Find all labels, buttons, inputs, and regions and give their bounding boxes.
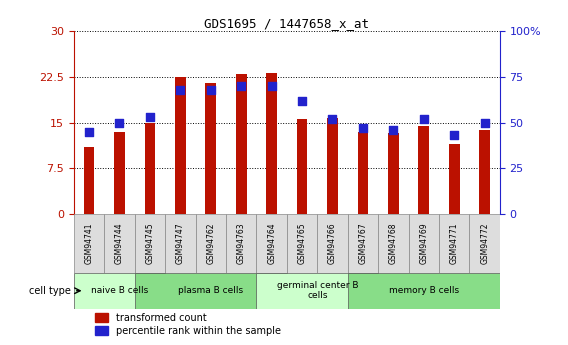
Bar bbox=[74, 214, 105, 273]
Bar bbox=[74, 273, 165, 309]
Text: GSM94772: GSM94772 bbox=[480, 223, 489, 264]
Text: percentile rank within the sample: percentile rank within the sample bbox=[116, 326, 281, 336]
Text: GSM94771: GSM94771 bbox=[450, 223, 459, 264]
Bar bbox=[135, 214, 165, 273]
Bar bbox=[348, 214, 378, 273]
Bar bbox=[408, 214, 439, 273]
Text: GSM94766: GSM94766 bbox=[328, 223, 337, 264]
Point bbox=[419, 116, 428, 122]
Bar bbox=[358, 132, 368, 214]
Text: GSM94747: GSM94747 bbox=[176, 223, 185, 264]
Point bbox=[237, 83, 246, 89]
Bar bbox=[449, 144, 460, 214]
Bar bbox=[266, 72, 277, 214]
Bar bbox=[296, 119, 307, 214]
Bar bbox=[378, 214, 408, 273]
Bar bbox=[114, 132, 125, 214]
Point bbox=[115, 120, 124, 125]
Point bbox=[206, 87, 215, 92]
Bar bbox=[327, 118, 338, 214]
Point bbox=[450, 132, 459, 138]
Text: germinal center B
cells: germinal center B cells bbox=[277, 281, 358, 300]
Bar bbox=[256, 273, 378, 309]
Bar bbox=[388, 134, 399, 214]
Bar bbox=[145, 122, 155, 214]
Text: GSM94764: GSM94764 bbox=[267, 223, 276, 264]
Bar bbox=[439, 214, 469, 273]
Bar bbox=[83, 147, 94, 214]
Text: transformed count: transformed count bbox=[116, 313, 207, 323]
Bar bbox=[206, 83, 216, 214]
Bar bbox=[95, 326, 108, 335]
Bar bbox=[195, 214, 226, 273]
Text: GSM94745: GSM94745 bbox=[145, 223, 154, 264]
Bar bbox=[479, 130, 490, 214]
Bar bbox=[226, 214, 256, 273]
Bar bbox=[469, 214, 500, 273]
Bar bbox=[318, 214, 348, 273]
Bar bbox=[236, 74, 247, 214]
Point bbox=[145, 114, 154, 120]
Point bbox=[298, 98, 307, 103]
Text: GSM94762: GSM94762 bbox=[206, 223, 215, 264]
Point bbox=[389, 127, 398, 132]
Text: plasma B cells: plasma B cells bbox=[178, 286, 243, 295]
Text: cell type: cell type bbox=[29, 286, 74, 296]
Text: GSM94769: GSM94769 bbox=[419, 223, 428, 264]
Bar bbox=[419, 126, 429, 214]
Bar bbox=[105, 214, 135, 273]
Point bbox=[176, 87, 185, 92]
Text: GSM94768: GSM94768 bbox=[389, 223, 398, 264]
Point bbox=[480, 120, 489, 125]
Text: GSM94741: GSM94741 bbox=[85, 223, 94, 264]
Bar bbox=[287, 214, 318, 273]
Point bbox=[267, 83, 276, 89]
Bar bbox=[165, 214, 195, 273]
Text: naive B cells: naive B cells bbox=[91, 286, 148, 295]
Text: GSM94763: GSM94763 bbox=[237, 223, 246, 264]
Text: GSM94767: GSM94767 bbox=[358, 223, 367, 264]
Bar bbox=[256, 214, 287, 273]
Text: GSM94765: GSM94765 bbox=[298, 223, 307, 264]
Point bbox=[328, 116, 337, 122]
Point bbox=[358, 125, 367, 131]
Bar bbox=[135, 273, 287, 309]
Bar bbox=[175, 77, 186, 214]
Text: GSM94744: GSM94744 bbox=[115, 223, 124, 264]
Bar bbox=[95, 313, 108, 322]
Point bbox=[85, 129, 94, 135]
Bar bbox=[348, 273, 500, 309]
Text: memory B cells: memory B cells bbox=[389, 286, 459, 295]
Title: GDS1695 / 1447658_x_at: GDS1695 / 1447658_x_at bbox=[204, 17, 369, 30]
